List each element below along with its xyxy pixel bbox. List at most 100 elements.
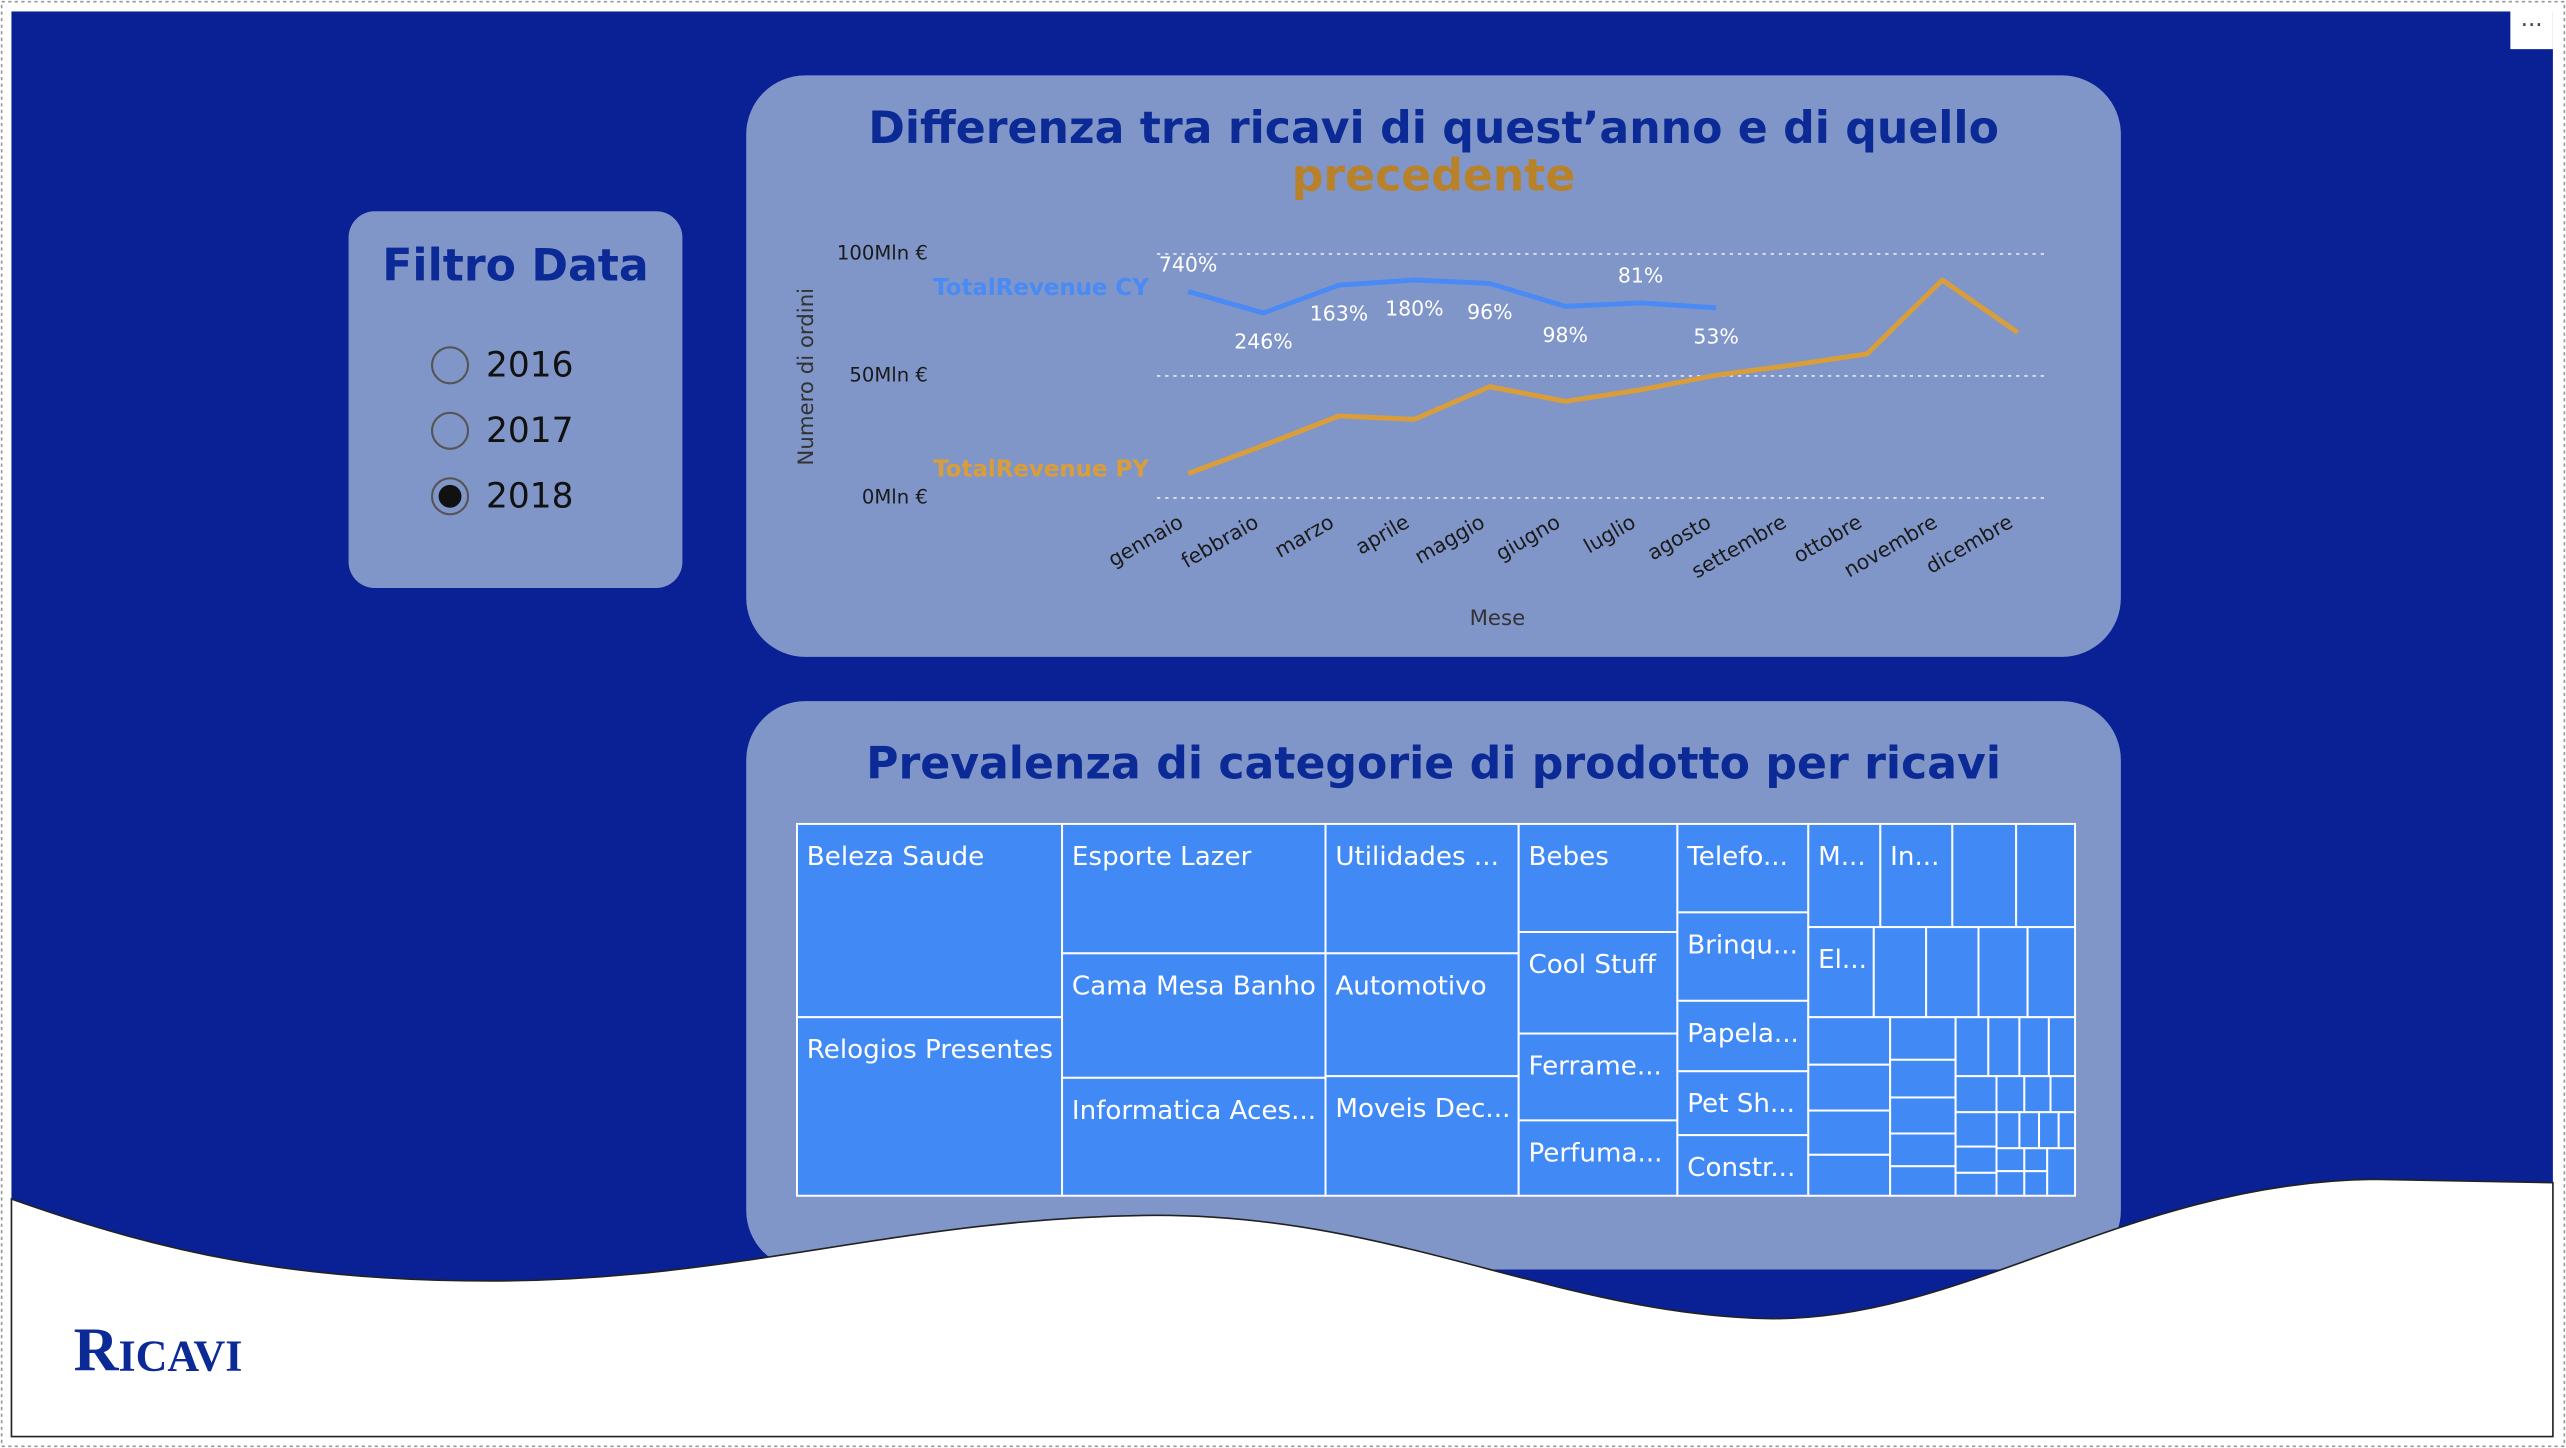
treemap-cell — [1324, 1075, 1520, 1197]
treemap-cell — [1807, 822, 1882, 929]
treemap-label: Automotivo — [1335, 971, 1486, 1001]
treemap-cell — [1995, 1170, 2026, 1197]
treemap-cell — [1889, 1132, 1957, 1168]
treemap-label: M... — [1818, 842, 1866, 872]
treemap-label: Esporte Lazer — [1072, 842, 1252, 872]
treemap-cell — [1995, 1147, 2026, 1173]
treemap-cell — [1987, 1016, 2021, 1078]
treemap-cell — [1517, 1119, 1679, 1197]
chart-title-highlight: precedente — [1292, 151, 1576, 202]
treemap-cell — [795, 822, 1064, 1019]
treemap-cell — [1872, 926, 1928, 1019]
treemap-label: Cama Mesa Banho — [1072, 971, 1316, 1001]
wave — [10, 1178, 2554, 1438]
series-line — [1187, 277, 1717, 316]
treemap-cell — [1676, 1134, 1810, 1197]
treemap-cell — [1807, 1109, 1892, 1156]
more-options-button[interactable] — [2510, 9, 2553, 50]
treemap-cell — [1995, 1075, 2026, 1114]
y-axis-label: Numero di ordini — [794, 288, 819, 466]
treemap-cell — [1889, 1165, 1957, 1197]
treemap: Beleza Saude Relogios Presentes Esporte La… — [795, 822, 2077, 1197]
filter-options: 2016 2017 2018 — [430, 345, 573, 516]
series-name: TotalRevenue CY — [933, 275, 1149, 301]
treemap-cell — [1954, 1145, 1998, 1174]
treemap-cell — [2018, 1016, 2050, 1078]
treemap-cell — [1925, 926, 1980, 1019]
radio-label[interactable]: 2016 — [486, 345, 573, 385]
line-chart-card — [746, 75, 2121, 657]
page-title: Ricavi — [74, 1317, 243, 1385]
radio-button[interactable] — [430, 477, 470, 516]
treemap-cell — [1879, 822, 1954, 929]
y-tick-label: 50Mln € — [849, 363, 927, 386]
treemap-label: In... — [1890, 842, 1939, 872]
treemap-cell — [1889, 1016, 1957, 1061]
treemap-label: Constr... — [1687, 1153, 1795, 1183]
treemap-cell — [1995, 1111, 2021, 1150]
treemap-cell — [1676, 911, 1810, 1002]
treemap-label: Perfuma... — [1528, 1138, 1662, 1168]
treemap-label: Informatica Aces... — [1072, 1096, 1316, 1126]
y-tick-label: 0Mln € — [862, 485, 928, 508]
radio-button[interactable] — [430, 411, 470, 450]
treemap-cell — [1889, 1096, 1957, 1135]
more-options-icon: ··· — [2521, 13, 2543, 39]
treemap-cell — [1324, 822, 1520, 955]
treemap-cell — [1061, 822, 1327, 955]
data-label: 53% — [1693, 324, 1738, 348]
treemap-cell — [1954, 1016, 1990, 1078]
treemap-label: El... — [1818, 945, 1867, 975]
treemap-cell — [1954, 1075, 1998, 1114]
treemap-label: Bebes — [1528, 842, 1608, 872]
treemap-cell — [1954, 1171, 1998, 1197]
treemap-cell — [1807, 1016, 1892, 1066]
treemap-cell — [1807, 1063, 1892, 1112]
data-label: 163% — [1310, 302, 1368, 326]
data-label: 81% — [1618, 264, 1663, 288]
treemap-cell — [1807, 926, 1875, 1019]
treemap-label: Relogios Presentes — [807, 1035, 1053, 1065]
treemap-cell — [2047, 1016, 2077, 1078]
treemap-cell — [2023, 1075, 2052, 1114]
series-line — [1187, 277, 2020, 476]
treemap-label: Beleza Saude — [807, 842, 985, 872]
treemap-label: Moveis Dec... — [1335, 1094, 1510, 1124]
treemap-cell — [1954, 1111, 1998, 1148]
treemap-cell — [1977, 926, 2029, 1019]
treemap-cell — [2038, 1111, 2060, 1150]
data-label: 98% — [1542, 323, 1587, 347]
treemap-cell — [1324, 952, 1520, 1078]
treemap-cell — [2026, 926, 2077, 1019]
radio-button[interactable] — [430, 346, 470, 385]
treemap-label: Telefo... — [1686, 842, 1788, 872]
treemap-label: Papela... — [1687, 1019, 1799, 1049]
treemap-title: Prevalenza di categorie di prodotto per … — [866, 739, 2001, 790]
filter-title: Filtro Data — [382, 241, 648, 292]
treemap-cell — [1807, 1153, 1892, 1197]
treemap-label: Utilidades ... — [1335, 842, 1499, 872]
data-label: 180% — [1385, 296, 1443, 320]
data-label: 246% — [1234, 329, 1292, 353]
treemap-cell — [1517, 822, 1679, 934]
radio-label[interactable]: 2017 — [486, 411, 573, 451]
treemap-label: Brinqu... — [1687, 930, 1798, 960]
treemap-cell — [1951, 822, 2018, 929]
treemap-cell — [2057, 1111, 2077, 1150]
treemap-label: Ferrame... — [1528, 1052, 1661, 1082]
treemap-label: Pet Sh... — [1687, 1089, 1795, 1119]
y-tick-label: 100Mln € — [837, 241, 928, 264]
treemap-label: Cool Stuff — [1528, 950, 1656, 980]
treemap-cell — [2023, 1170, 2049, 1197]
x-axis-label: Mese — [1470, 606, 1526, 631]
treemap-cell — [2018, 1111, 2041, 1150]
treemap-cell — [2049, 1075, 2077, 1114]
radio-selected-dot — [438, 484, 462, 508]
radio-label[interactable]: 2018 — [486, 476, 573, 516]
data-label: 96% — [1467, 300, 1512, 324]
treemap-cell — [1517, 931, 1679, 1035]
data-label: 740% — [1159, 252, 1217, 276]
treemap-cell — [2046, 1147, 2077, 1197]
